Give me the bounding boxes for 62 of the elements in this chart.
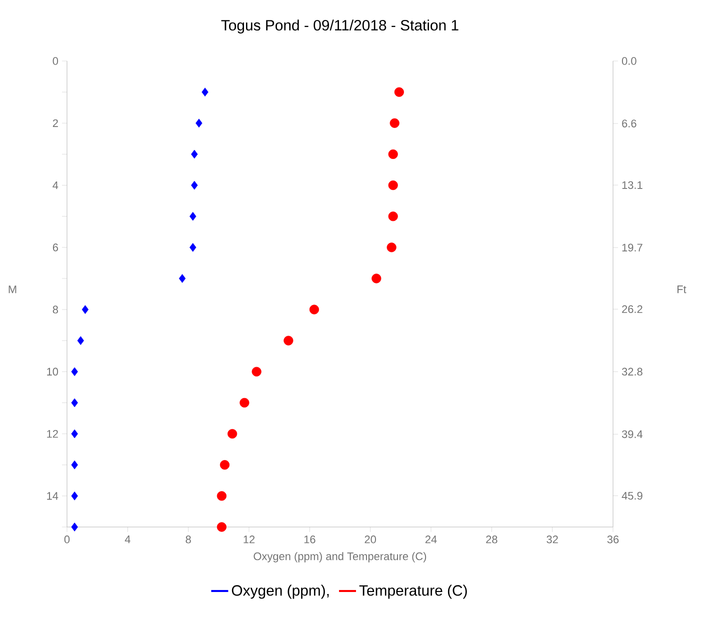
y-tick-label: 2 [52, 119, 58, 127]
chart-title: Togus Pond - 09/11/2018 - Station 1 [221, 20, 458, 34]
point [71, 492, 78, 500]
x-tick-label: 32 [546, 536, 558, 544]
x-tick-label: 20 [364, 536, 376, 544]
point [196, 118, 202, 128]
point [71, 460, 78, 470]
point [71, 367, 78, 376]
point [372, 274, 382, 284]
point [216, 491, 226, 501]
x-tick-label: 8 [186, 536, 191, 544]
legend-label: Temperature (C) [359, 584, 467, 599]
x-tick-label: 4 [124, 536, 130, 544]
point [71, 398, 78, 408]
point [388, 212, 398, 222]
y2-tick-label: 6.6 [622, 120, 636, 128]
point [388, 149, 398, 159]
y-tick-label: 6 [52, 244, 58, 252]
y-tick-label: 8 [52, 306, 58, 314]
y-tick-label: 14 [47, 492, 58, 500]
point [77, 336, 84, 345]
point [216, 522, 226, 532]
y2-tick-label: 45.9 [622, 492, 642, 500]
point [220, 460, 230, 470]
point [390, 118, 400, 128]
point [252, 366, 262, 376]
x-tick-label: 28 [486, 536, 498, 544]
point [71, 429, 78, 438]
y2-tick-label: 0.0 [622, 57, 636, 65]
point [190, 243, 196, 252]
y2-tick-label: 13.1 [622, 181, 642, 189]
legend-label: Oxygen (ppm), [232, 584, 329, 599]
point [202, 88, 208, 96]
point [388, 180, 398, 190]
point [284, 336, 294, 346]
point [191, 180, 198, 190]
point [178, 274, 186, 283]
x-tick-label: 16 [304, 536, 316, 544]
y2-tick-label: 19.7 [622, 244, 642, 252]
y2-tick-label: 32.8 [622, 368, 642, 376]
y-axis-title: M [8, 286, 16, 294]
point [240, 398, 250, 408]
y2-tick-label: 39.4 [622, 430, 643, 438]
point [228, 429, 238, 439]
x-tick-label: 12 [244, 536, 255, 544]
x-tick-label: 0 [64, 536, 70, 544]
y2-tick-label: 26.2 [622, 305, 642, 314]
x-tick-label: 24 [425, 536, 437, 544]
point [82, 305, 89, 314]
point [190, 212, 196, 221]
point [191, 150, 198, 159]
point [71, 522, 78, 532]
x-tick-label: 36 [607, 536, 619, 544]
point [309, 304, 320, 314]
y-tick-label: 12 [47, 430, 58, 438]
y-tick-label: 4 [52, 182, 58, 190]
point [394, 87, 404, 97]
y2-axis-title: Ft [678, 286, 686, 294]
x-axis-title: Oxygen (ppm) and Temperature (C) [254, 552, 426, 562]
point [386, 242, 396, 252]
y-tick-label: 10 [47, 368, 58, 376]
y-tick-label: 0 [52, 57, 58, 65]
